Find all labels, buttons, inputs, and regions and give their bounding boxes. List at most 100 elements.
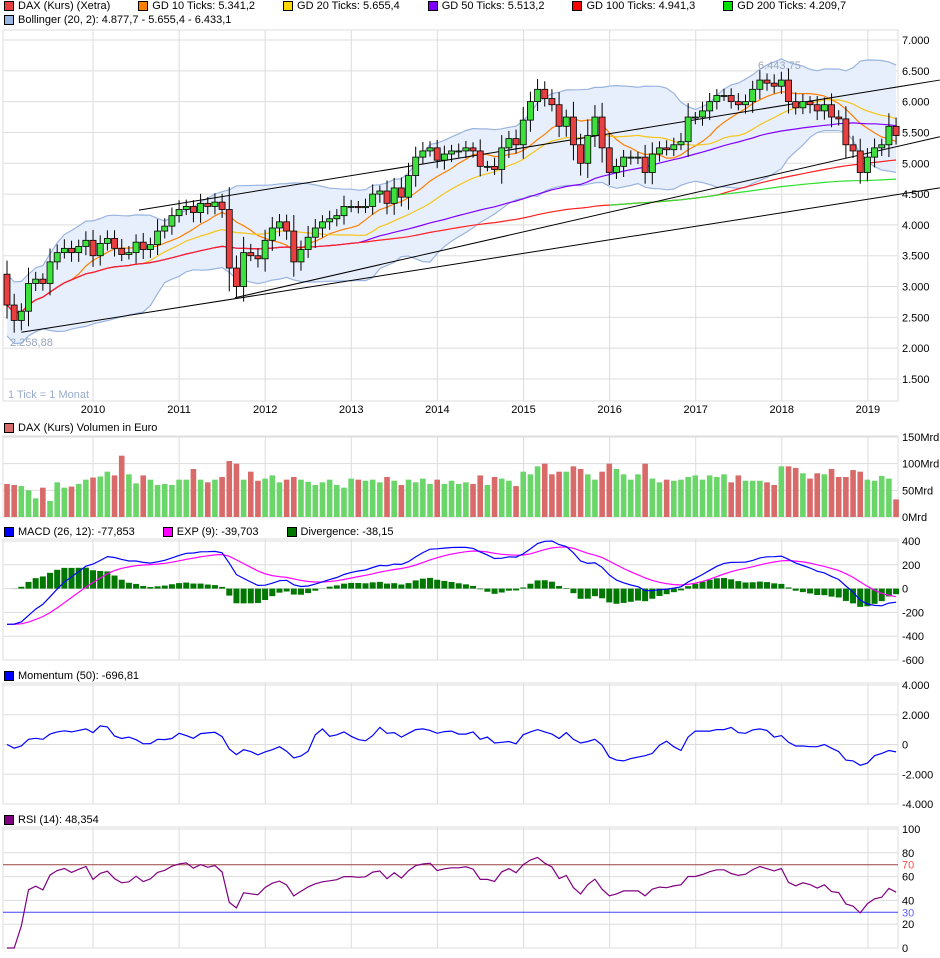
macd-y-tick: 200 xyxy=(902,560,920,572)
rsi-30-label: 30 xyxy=(902,907,914,919)
volume-y-tick: 0Mrd xyxy=(902,512,927,524)
legend-swatch xyxy=(4,423,14,433)
divergence-bar xyxy=(735,581,742,589)
divergence-bar xyxy=(878,588,885,602)
legend-label: RSI (14): 48,354 xyxy=(18,814,99,826)
macd-y-tick: -200 xyxy=(902,607,924,619)
candle xyxy=(448,150,455,155)
volume-bar xyxy=(671,480,677,517)
volume-bar xyxy=(749,480,756,517)
legend-swatch xyxy=(572,1,583,11)
divergence-bar xyxy=(154,586,161,589)
divergence-bar xyxy=(713,578,720,589)
candle xyxy=(469,147,477,152)
volume-bar xyxy=(212,479,218,517)
volume-bar xyxy=(871,480,878,517)
divergence-bar xyxy=(333,585,340,589)
divergence-bar xyxy=(18,586,25,589)
legend-item: Divergence: -38,15 xyxy=(286,526,393,538)
bollinger-upper-line xyxy=(6,58,897,283)
candle xyxy=(462,147,470,152)
candle xyxy=(340,206,348,217)
volume-bar xyxy=(348,478,354,517)
divergence-bar xyxy=(61,567,68,589)
divergence-bar xyxy=(240,588,247,604)
divergence-bar xyxy=(756,581,763,589)
volume-bar xyxy=(405,479,412,517)
volume-bar xyxy=(226,461,233,517)
candle xyxy=(663,147,671,151)
price-y-tick: 3.500 xyxy=(902,251,930,263)
candle xyxy=(878,144,886,149)
candle xyxy=(627,156,635,159)
divergence-bar xyxy=(369,582,376,589)
legend-label: Momentum (50): -696,81 xyxy=(18,670,140,682)
candle xyxy=(871,147,878,158)
gd-10-line xyxy=(6,91,897,314)
x-tick-label: 2015 xyxy=(511,404,535,416)
volume-bar xyxy=(126,474,132,517)
volume-bar xyxy=(441,483,448,517)
divergence-bar xyxy=(376,581,383,589)
candle xyxy=(3,273,11,306)
volume-bar xyxy=(556,471,562,517)
volume-bar xyxy=(90,477,96,517)
volume-bar xyxy=(298,479,304,517)
legend-item: GD 100 Ticks: 4.941,3 xyxy=(572,0,695,12)
divergence-bar xyxy=(176,583,183,589)
momentum-y-tick: 4.000 xyxy=(902,680,930,692)
volume-bar xyxy=(420,478,426,517)
divergence-bar xyxy=(498,588,505,593)
candle xyxy=(25,283,32,312)
divergence-bar xyxy=(254,588,261,604)
volume-bar xyxy=(118,455,125,517)
legend-item: GD 200 Ticks: 4.209,7 xyxy=(723,0,846,12)
divergence-bar xyxy=(32,578,39,589)
gd-100-line xyxy=(6,159,897,314)
legend-label: MACD (26, 12): -77,853 xyxy=(18,526,135,538)
gd-20-line xyxy=(6,99,897,314)
volume-bar xyxy=(850,470,856,517)
divergence-bar xyxy=(290,588,297,595)
candle xyxy=(39,278,47,284)
divergence-bar xyxy=(25,581,32,589)
candle xyxy=(734,101,742,106)
divergence-bar xyxy=(276,588,283,593)
candle xyxy=(146,244,154,250)
volume-bar xyxy=(190,469,197,517)
volume-bar xyxy=(699,479,706,517)
candle xyxy=(225,209,233,269)
volume-bar xyxy=(75,483,82,517)
divergence-bar xyxy=(606,588,613,603)
volume-bar xyxy=(362,480,369,517)
macd-y-tick: 400 xyxy=(902,536,920,548)
legend-label: GD 50 Ticks: 5.513,2 xyxy=(441,0,545,12)
divergence-bar xyxy=(656,588,663,596)
candle xyxy=(161,225,169,232)
volume-bar xyxy=(448,480,455,517)
divergence-bar xyxy=(462,584,469,589)
volume-bar xyxy=(886,478,892,517)
candle xyxy=(570,116,577,146)
candle xyxy=(799,101,807,109)
low-label: 2.258,88 xyxy=(10,337,53,349)
divergence-bar xyxy=(412,580,419,589)
volume-bar xyxy=(369,479,376,517)
price-y-tick: 6.000 xyxy=(902,97,930,109)
volume-bar xyxy=(319,482,326,517)
divergence-bar xyxy=(161,585,168,589)
divergence-bar xyxy=(190,583,197,589)
price-y-tick: 3.000 xyxy=(902,282,930,294)
volume-bar xyxy=(47,501,53,517)
x-tick-label: 2017 xyxy=(683,404,707,416)
x-tick-label: 2019 xyxy=(856,404,880,416)
candle xyxy=(53,252,61,263)
volume-bar xyxy=(663,479,670,517)
candle xyxy=(605,147,613,173)
divergence-bar xyxy=(742,582,749,589)
volume-bar xyxy=(642,463,648,517)
divergence-bar xyxy=(82,567,89,589)
volume-bar xyxy=(520,471,527,517)
volume-bar xyxy=(305,481,311,517)
divergence-bar xyxy=(233,588,240,604)
